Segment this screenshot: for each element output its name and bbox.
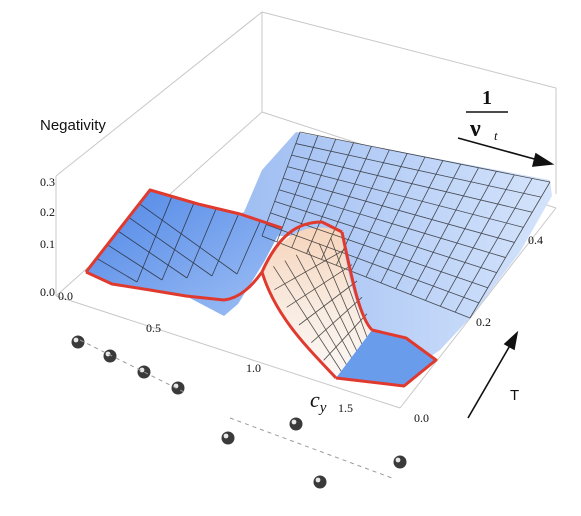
- red-boundary-curves: [84, 188, 438, 388]
- mesh-line: [298, 280, 358, 326]
- mesh-line: [128, 217, 213, 277]
- mesh-line: [425, 171, 497, 301]
- t-arrow: [467, 330, 519, 419]
- z-tick-labels: 0.0 0.1 0.2 0.3: [40, 175, 55, 299]
- mesh-line: [283, 177, 515, 243]
- mesh-line: [311, 297, 363, 343]
- cy-tick-labels: 0.0 0.5 1.0 1.5: [58, 289, 353, 415]
- mesh-line: [299, 131, 551, 183]
- lattice-guides: [79, 339, 393, 479]
- lattice-dot: [313, 475, 327, 489]
- inverse-nu-arrow: [457, 137, 555, 167]
- mesh-line: [276, 135, 319, 243]
- mesh-line: [321, 146, 372, 260]
- z-tick-label: 0.0: [40, 285, 55, 299]
- mesh-line: [274, 200, 497, 274]
- cy-tick-label: 0.0: [58, 289, 73, 303]
- mesh-line: [117, 230, 188, 279]
- mesh-line: [365, 156, 426, 278]
- mesh-line: [274, 247, 348, 291]
- mesh-line: [306, 142, 354, 254]
- z-tick-label: 0.3: [40, 175, 55, 189]
- box-edge: [55, 295, 401, 409]
- surface-mesh: [96, 131, 551, 372]
- inverse-nu-label: 1 ν t: [466, 87, 508, 143]
- mesh-line: [295, 143, 542, 198]
- mesh-line: [278, 189, 506, 258]
- lattice-dot: [103, 349, 117, 363]
- cy-tick-label: 1.5: [338, 401, 353, 415]
- cy-tick-label: 0.5: [146, 321, 161, 335]
- z-tick-label: 0.1: [40, 237, 55, 251]
- mesh-line: [236, 221, 261, 275]
- mesh-line: [266, 224, 480, 304]
- mesh-line: [107, 244, 163, 281]
- mesh-line: [139, 203, 238, 275]
- z-axis-label: Negativity: [40, 117, 106, 134]
- t-tick-label: 0.4: [528, 233, 543, 247]
- boundary-peak-rise: [260, 220, 343, 273]
- lattice-dot: [137, 365, 151, 379]
- cy-axis-subscript: y: [318, 400, 327, 416]
- mesh-line: [211, 215, 239, 277]
- fraction-numerator: 1: [482, 87, 492, 109]
- z-tick-label: 0.2: [40, 205, 55, 219]
- mesh-line: [291, 138, 337, 248]
- boundary-right: [335, 328, 438, 388]
- box-edge: [55, 11, 263, 177]
- mesh-line: [287, 166, 524, 228]
- lattice-dots: [71, 335, 407, 489]
- mesh-line: [96, 257, 138, 283]
- cy-tick-label: 1.0: [246, 361, 261, 375]
- boundary-left-top: [84, 188, 283, 273]
- z-axis: Negativity 0.0 0.1 0.2 0.3: [40, 117, 106, 299]
- fraction-subscript: t: [494, 128, 498, 143]
- t-tick-label: 0.0: [414, 411, 429, 425]
- box-edge: [399, 207, 557, 409]
- mesh-line: [395, 163, 462, 289]
- lattice-dot: [171, 381, 185, 395]
- mesh-line: [350, 153, 408, 272]
- boundary-left-bottom: [85, 270, 264, 302]
- mesh-line: [161, 202, 195, 281]
- mesh-line: [291, 154, 533, 213]
- surface-front-right: [336, 330, 436, 386]
- mesh-line: [380, 160, 444, 284]
- t-axis-label: T: [510, 387, 519, 404]
- lattice-dot: [393, 455, 407, 469]
- lattice-dot: [71, 335, 85, 349]
- mesh-line: [454, 178, 533, 313]
- mesh-line: [286, 264, 353, 308]
- lattice-dot: [289, 417, 303, 431]
- mesh-line: [469, 181, 551, 319]
- boundary-peak-ridge: [340, 231, 374, 332]
- t-tick-label: 0.2: [476, 315, 491, 329]
- lattice-dot: [221, 431, 235, 445]
- boundary-peak-front: [260, 271, 338, 380]
- mesh-line: [136, 196, 173, 283]
- mesh-line: [186, 208, 217, 279]
- surface-peak: [262, 227, 372, 378]
- mesh-line: [261, 131, 301, 237]
- mesh-line: [439, 174, 515, 307]
- mesh-line: [323, 313, 368, 361]
- cy-axis-label: cy: [310, 387, 327, 416]
- mesh-line: [410, 167, 479, 295]
- mesh-line: [261, 235, 471, 319]
- t-tick-labels: 0.0 0.2 0.4: [414, 233, 543, 425]
- fraction-denominator: ν: [469, 116, 481, 142]
- box-edge: [261, 11, 557, 89]
